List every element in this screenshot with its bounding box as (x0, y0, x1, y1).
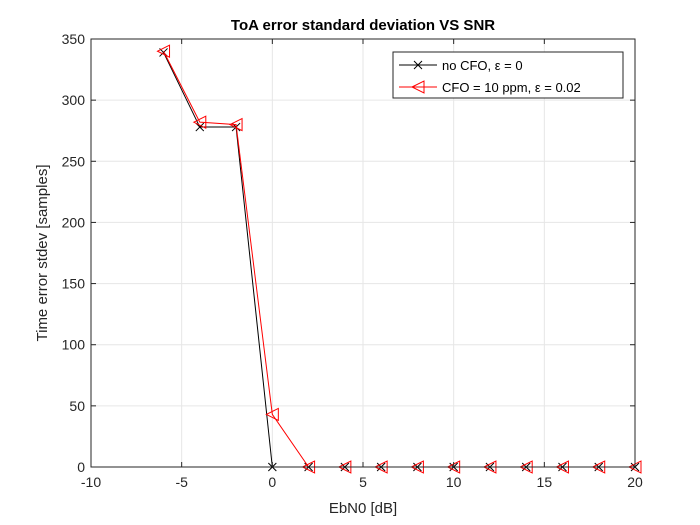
x-tick-label: -5 (175, 474, 188, 490)
legend-label-no-cfo: no CFO, ε = 0 (442, 58, 523, 73)
legend-box (392, 51, 624, 99)
y-axis-label: Time error stdev [samples] (34, 165, 51, 342)
chart-title: ToA error standard deviation VS SNR (231, 17, 495, 34)
y-tick-label: 350 (62, 31, 86, 47)
legend-marker-no-cfo (413, 60, 423, 70)
x-tick-label: 10 (446, 474, 462, 490)
legend-label-cfo: CFO = 10 ppm, ε = 0.02 (442, 80, 581, 95)
data-point (228, 117, 243, 132)
x-axis-label: EbN0 [dB] (329, 500, 397, 517)
y-tick-label: 250 (62, 153, 86, 169)
y-tick-label: 50 (69, 398, 85, 414)
data-point (192, 115, 207, 129)
x-tick-label: 0 (268, 474, 276, 490)
legend: no CFO, ε = 0 CFO = 10 ppm, ε = 0.02 (392, 51, 624, 99)
x-tick-label: 15 (537, 474, 553, 490)
legend-marker-cfo (410, 80, 425, 94)
marker-stroke (159, 48, 168, 57)
y-tick-label: 300 (62, 92, 86, 108)
ticks (90, 38, 636, 468)
data-point (265, 407, 279, 422)
legend-marker-shape (413, 60, 423, 70)
y-tick-label: 150 (62, 276, 86, 292)
y-tick-label: 100 (62, 337, 86, 353)
marker-stroke (195, 122, 205, 132)
y-tick-label: 200 (62, 214, 86, 230)
data-point (156, 44, 171, 59)
x-tick-label: 20 (627, 474, 643, 490)
x-tick-label: 5 (359, 474, 367, 490)
y-tick-label: 0 (77, 459, 85, 475)
marker-stroke (413, 60, 423, 70)
legend-marker-shape (410, 80, 425, 94)
x-tick-label: -10 (81, 474, 101, 490)
